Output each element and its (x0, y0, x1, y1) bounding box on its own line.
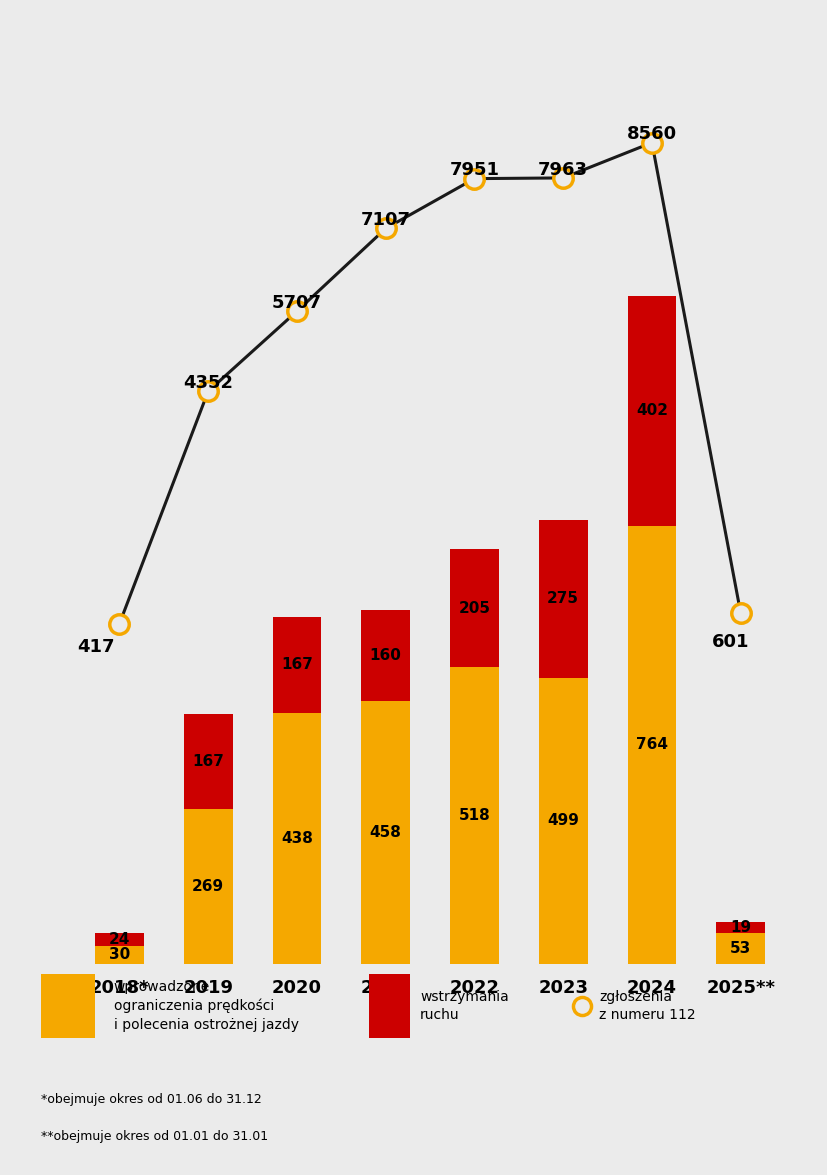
Text: *obejmuje okres od 01.06 do 31.12: *obejmuje okres od 01.06 do 31.12 (41, 1093, 262, 1107)
Bar (95, 946, 144, 964)
Text: 275: 275 (547, 591, 579, 606)
Text: 160: 160 (370, 647, 402, 663)
Bar (41, 974, 94, 1038)
Bar (95, 933, 144, 946)
Text: wprowadzone
ograniczenia prędkości
i polecenia ostrożnej jazdy: wprowadzone ograniczenia prędkości i pol… (113, 980, 299, 1032)
Bar (361, 701, 410, 964)
Text: 499: 499 (547, 813, 579, 828)
Text: 5707: 5707 (272, 294, 322, 313)
Bar (450, 550, 499, 666)
Bar (273, 617, 322, 712)
Bar (628, 526, 676, 963)
Text: 7951: 7951 (449, 161, 500, 180)
Text: 53: 53 (730, 941, 751, 955)
Bar (450, 666, 499, 963)
Text: 167: 167 (281, 657, 313, 672)
Bar (716, 922, 765, 933)
Text: wstrzymania
ruchu: wstrzymania ruchu (420, 989, 509, 1022)
Text: 269: 269 (192, 879, 224, 894)
Bar (538, 678, 587, 963)
Bar (361, 610, 410, 701)
Text: 8560: 8560 (627, 126, 677, 143)
Bar (184, 713, 232, 810)
Bar (369, 974, 410, 1038)
Text: 30: 30 (109, 947, 130, 962)
Text: zgłoszenia
z numeru 112: zgłoszenia z numeru 112 (599, 989, 696, 1022)
Text: 601: 601 (712, 633, 749, 651)
Text: 518: 518 (458, 807, 490, 822)
Text: 764: 764 (636, 737, 668, 752)
Bar (273, 712, 322, 963)
Text: **obejmuje okres od 01.01 do 31.01: **obejmuje okres od 01.01 do 31.01 (41, 1130, 269, 1143)
Bar (628, 296, 676, 526)
Text: 167: 167 (192, 754, 224, 770)
Text: 402: 402 (636, 403, 668, 418)
Text: 417: 417 (78, 638, 115, 656)
Text: 458: 458 (370, 825, 402, 840)
Bar (716, 933, 765, 964)
Text: 4352: 4352 (183, 374, 233, 392)
Text: 7107: 7107 (361, 212, 411, 229)
Text: 7963: 7963 (538, 161, 588, 179)
Text: 438: 438 (281, 831, 313, 846)
Text: 19: 19 (730, 920, 751, 935)
Bar (184, 810, 232, 964)
Bar (538, 521, 587, 678)
Text: 24: 24 (108, 932, 130, 947)
Text: 205: 205 (458, 600, 490, 616)
